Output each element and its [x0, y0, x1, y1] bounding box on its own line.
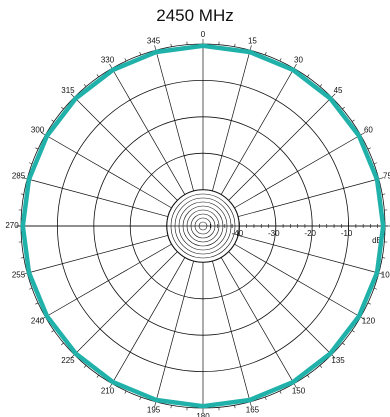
outer-tick-250 [29, 288, 32, 289]
outer-tick-170 [235, 405, 236, 408]
angle-label-105: 105 [381, 271, 390, 280]
angle-label-60: 60 [364, 126, 373, 135]
outer-tick-110 [374, 288, 377, 289]
spoke-75 [238, 179, 379, 217]
spoke-60 [234, 135, 360, 208]
outer-tick-25 [280, 58, 281, 61]
angle-label-75: 75 [383, 172, 390, 181]
outer-tick-35 [307, 74, 309, 76]
outer-tick-230 [61, 343, 63, 345]
outer-tick-220 [84, 365, 86, 367]
angle-label-135: 135 [331, 356, 345, 365]
spoke-315 [74, 97, 177, 200]
spoke-45 [228, 97, 331, 200]
outer-tick-70 [374, 163, 377, 164]
spoke-120 [234, 244, 360, 317]
outer-tick-290 [29, 163, 32, 164]
outer-tick-20 [265, 52, 266, 55]
outer-tick-190 [171, 405, 172, 408]
outer-tick-15 [250, 45, 251, 50]
outer-tick-215 [97, 375, 99, 377]
outer-tick-40 [320, 84, 322, 86]
outer-tick-335 [125, 58, 126, 61]
outer-tick-280 [21, 194, 24, 195]
outer-tick-160 [265, 397, 266, 400]
outer-tick-260 [21, 258, 24, 259]
outer-tick-200 [140, 397, 141, 400]
outer-tick-305 [51, 120, 53, 122]
spoke-150 [221, 257, 294, 383]
outer-tick-245 [35, 303, 38, 304]
angle-label-315: 315 [61, 86, 75, 95]
radial-label--10: -10 [341, 229, 353, 238]
outer-tick-115 [368, 303, 371, 304]
angle-label-45: 45 [334, 86, 343, 95]
outer-tick-155 [280, 391, 281, 394]
outer-tick-100 [382, 258, 385, 259]
spoke-300 [45, 135, 171, 208]
angle-label-240: 240 [31, 317, 45, 326]
angle-label-285: 285 [12, 172, 26, 181]
angle-label-150: 150 [292, 387, 306, 396]
angle-label-300: 300 [31, 126, 45, 135]
spoke-105 [238, 235, 379, 273]
radial-label--20: -20 [304, 229, 316, 238]
outer-tick-205 [125, 391, 126, 394]
angle-label-165: 165 [246, 406, 260, 415]
spoke-285 [27, 179, 168, 217]
outer-tick-125 [352, 330, 354, 332]
outer-tick-340 [140, 52, 141, 55]
spoke-225 [74, 251, 177, 354]
outer-tick-345 [155, 45, 156, 50]
outer-tick-310 [61, 107, 63, 109]
spoke-255 [27, 235, 168, 273]
outer-tick-80 [382, 194, 385, 195]
angle-label-345: 345 [147, 37, 161, 46]
angle-label-225: 225 [61, 356, 75, 365]
angle-label-210: 210 [101, 387, 115, 396]
angle-label-180: 180 [196, 412, 210, 417]
radial-label--40: -40 [232, 229, 244, 238]
outer-tick-145 [307, 375, 309, 377]
spoke-30 [221, 68, 294, 194]
angle-label-255: 255 [12, 271, 26, 280]
spoke-135 [228, 251, 331, 354]
outer-tick-10 [235, 44, 236, 47]
spoke-165 [212, 261, 250, 402]
outer-tick-55 [352, 120, 354, 122]
outer-tick-65 [368, 148, 371, 149]
radial-labels: -40 -30 -20 -10 0dB [232, 229, 386, 245]
radial-label--30: -30 [268, 229, 280, 238]
outer-tick-50 [342, 107, 344, 109]
outer-tick-235 [51, 330, 53, 332]
angle-label-15: 15 [248, 37, 257, 46]
angle-label-120: 120 [362, 317, 376, 326]
angle-label-270: 270 [5, 221, 19, 230]
angle-label-30: 30 [294, 56, 303, 65]
angle-label-0: 0 [201, 30, 206, 39]
outer-tick-130 [342, 343, 344, 345]
outer-tick-350 [171, 44, 172, 47]
spoke-195 [156, 261, 194, 402]
spoke-330 [112, 68, 185, 194]
angle-label-330: 330 [101, 56, 115, 65]
outer-tick-325 [97, 74, 99, 76]
outer-tick-320 [84, 84, 86, 86]
spoke-15 [212, 50, 250, 191]
outer-tick-140 [320, 365, 322, 367]
spoke-240 [45, 244, 171, 317]
spoke-210 [112, 257, 185, 383]
spoke-345 [156, 50, 194, 191]
angle-label-195: 195 [147, 406, 161, 415]
angle-labels: 0153045607590105120135150165180195210225… [5, 30, 390, 417]
outer-tick-295 [35, 148, 38, 149]
